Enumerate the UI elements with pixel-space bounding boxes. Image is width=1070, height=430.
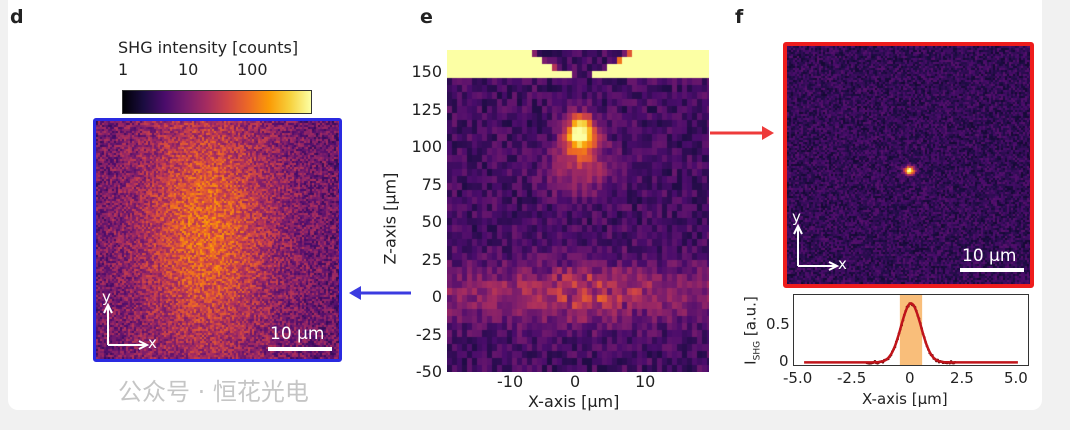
x-tick-f: 2.5: [950, 369, 974, 387]
axis-x-label-f: x: [838, 255, 847, 273]
y-tick-e: 25: [421, 249, 442, 269]
panel-label-e: e: [420, 6, 433, 28]
y-tick-e: 150: [411, 62, 442, 82]
y-tick-e: 50: [421, 212, 442, 232]
colorbar-tick-10: 10: [178, 60, 199, 79]
y-tick-f: 0.5: [766, 315, 790, 333]
scale-bar-label-f: 10 µm: [962, 246, 1017, 266]
panel-d-image-frame: [93, 118, 342, 362]
xy-axis-arrows-f: [793, 223, 840, 271]
y-tick-e: 100: [411, 137, 442, 157]
colorbar-title: SHG intensity [counts]: [118, 38, 299, 57]
x-tick-e: -10: [497, 372, 524, 391]
y-tick-e: 75: [421, 174, 442, 194]
y-tick-e: 125: [411, 99, 442, 119]
axis-y-label-d: y: [102, 288, 111, 306]
y-tick-e: -50: [415, 362, 442, 381]
panel-f-heatmap: [787, 46, 1030, 284]
plot-frame: [793, 294, 1029, 366]
x-axis-label-f: X-axis [µm]: [862, 390, 948, 408]
panel-d-heatmap: [96, 121, 339, 359]
xy-axis-arrows-d: [103, 302, 150, 350]
axis-x-label-d: x: [148, 334, 157, 352]
panel-e-heatmap: [447, 50, 709, 372]
axis-y-label-f: y: [792, 208, 801, 226]
profile-line: [804, 302, 1018, 364]
blue-arrow: [349, 286, 411, 300]
x-tick-f: 5.0: [1004, 369, 1028, 387]
colorbar: [122, 90, 312, 114]
scale-bar-f: [960, 268, 1024, 272]
scale-bar-d: [268, 347, 332, 351]
panel-label-f: f: [735, 6, 744, 28]
panel-f-image-frame: [783, 42, 1034, 288]
watermark: 公众号 · 恒花光电: [118, 378, 309, 406]
x-tick-e: 0: [570, 372, 581, 391]
panel-label-d: d: [10, 6, 24, 28]
y-tick-e: 0: [431, 287, 442, 307]
ylabel-sub: SHG: [752, 340, 763, 361]
ylabel-rest: [a.u.]: [741, 296, 760, 341]
y-tick-e: -25: [415, 324, 442, 344]
x-axis-label-e: X-axis [µm]: [528, 392, 620, 411]
x-tick-e: 10: [635, 372, 656, 391]
z-axis-label: Z-axis [µm]: [380, 172, 400, 265]
ylabel-main: I: [741, 360, 760, 365]
profile-plot: [793, 294, 1029, 366]
y-axis-label-f: ISHG [a.u.]: [742, 286, 763, 376]
colorbar-tick-100: 100: [237, 60, 268, 79]
y-tick-f: 0: [779, 352, 789, 370]
colorbar-tick-1: 1: [118, 60, 129, 79]
scale-bar-label-d: 10 µm: [270, 324, 325, 344]
x-tick-f: -5.0: [783, 369, 813, 387]
red-arrow: [710, 126, 774, 140]
x-tick-f: 0: [905, 369, 915, 387]
x-tick-f: -2.5: [837, 369, 867, 387]
